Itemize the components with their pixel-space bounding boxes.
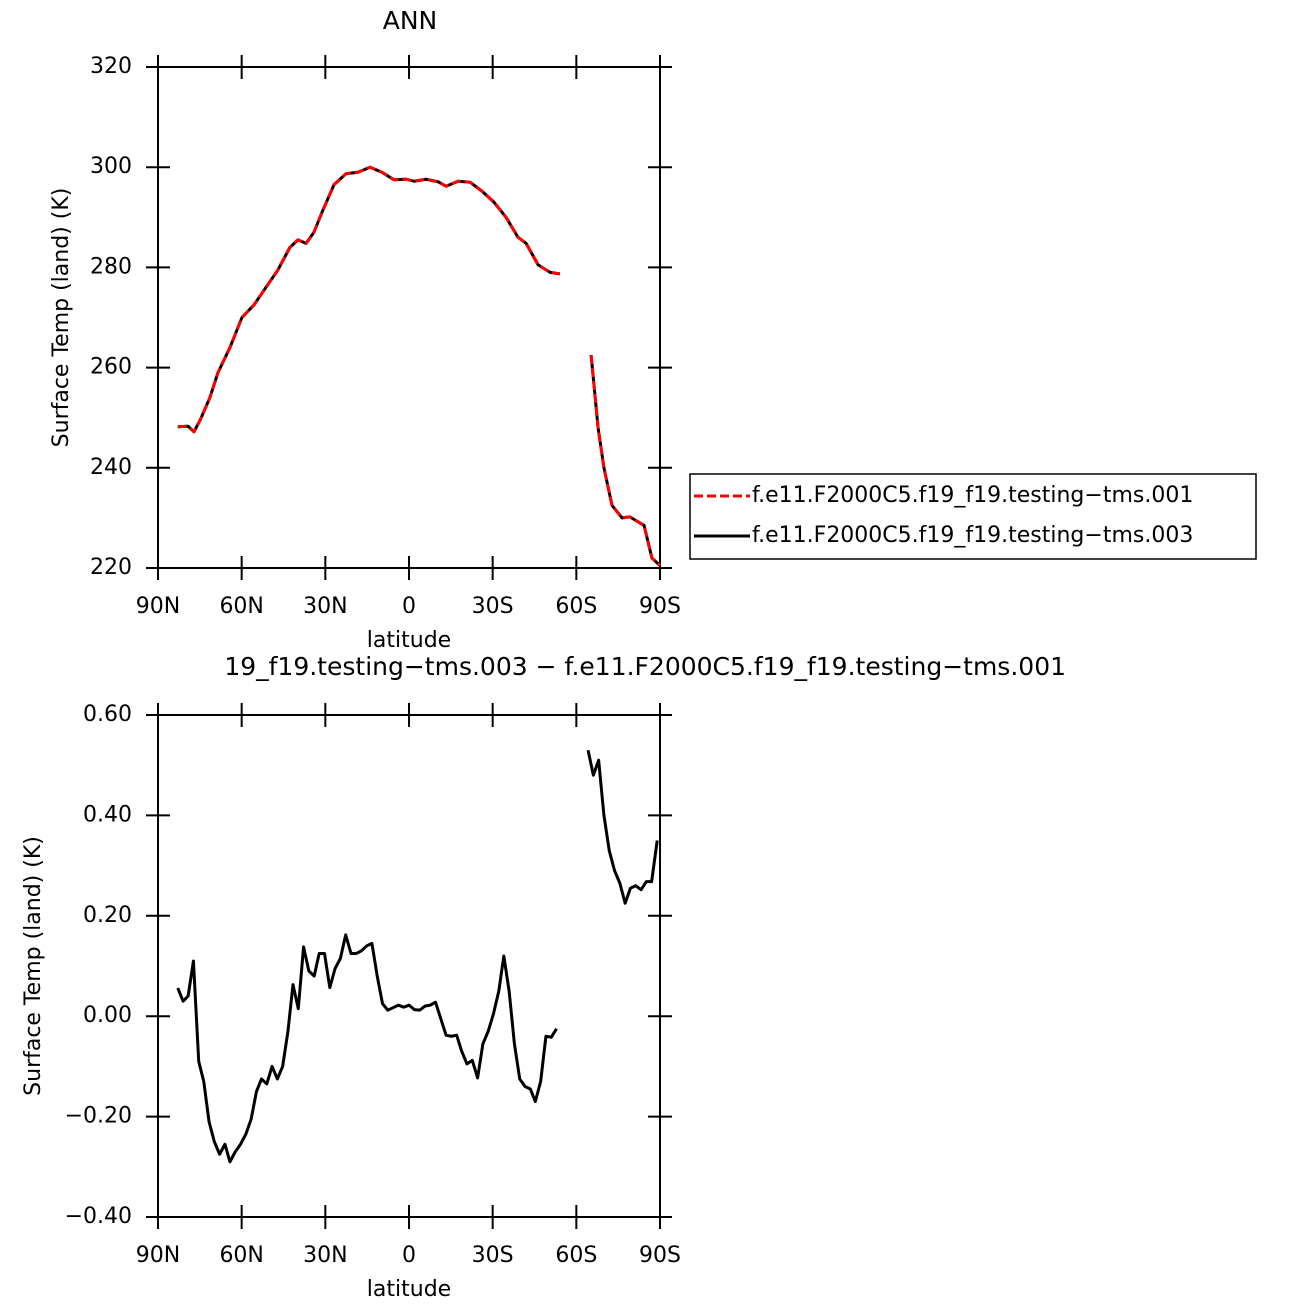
x-tick-label: 0 (402, 594, 416, 619)
plot-frame (157, 714, 661, 1218)
y-tick-label: 260 (90, 355, 132, 380)
x-tick-label: 30N (303, 1243, 347, 1268)
y-tick-label: −0.20 (65, 1104, 132, 1129)
y-tick-label: 240 (90, 455, 132, 480)
legend-label: f.e11.F2000C5.f19_f19.testing−tms.003 (752, 523, 1193, 548)
y-tick-label: 0.60 (83, 702, 132, 727)
y-tick-label: 0.40 (83, 802, 132, 827)
x-tick-label: 90S (639, 1243, 681, 1268)
x-tick-label: 90N (136, 1243, 180, 1268)
plot-frame (157, 66, 661, 569)
y-tick-label: −0.40 (65, 1204, 132, 1229)
y-tick-label: 0.20 (83, 903, 132, 928)
data-line (177, 165, 662, 567)
x-axis-label: latitude (367, 1277, 451, 1302)
x-tick-label: 30N (303, 594, 347, 619)
y-tick-label: 220 (90, 555, 132, 580)
x-tick-label: 30S (472, 1243, 514, 1268)
x-tick-label: 60S (555, 1243, 597, 1268)
y-tick-label: 300 (90, 154, 132, 179)
chart-title: ANN (383, 6, 438, 35)
legend-box (689, 473, 1257, 560)
x-axis-label: latitude (367, 628, 451, 653)
x-tick-label: 60N (219, 594, 263, 619)
data-line (176, 749, 659, 1164)
y-axis-label: Surface Temp (land) (K) (21, 836, 46, 1096)
x-tick-label: 60N (219, 1243, 263, 1268)
y-tick-label: 280 (90, 254, 132, 279)
x-tick-label: 0 (402, 1243, 416, 1268)
y-tick-label: 0.00 (83, 1003, 132, 1028)
x-tick-label: 90N (136, 594, 180, 619)
y-axis-label: Surface Temp (land) (K) (49, 188, 74, 448)
data-line (177, 165, 662, 567)
x-tick-label: 90S (639, 594, 681, 619)
x-tick-label: 60S (555, 594, 597, 619)
legend-label: f.e11.F2000C5.f19_f19.testing−tms.001 (752, 483, 1193, 508)
chart-title: 19_f19.testing−tms.003 − f.e11.F2000C5.f… (224, 652, 1066, 681)
x-tick-label: 30S (472, 594, 514, 619)
y-tick-label: 320 (90, 54, 132, 79)
